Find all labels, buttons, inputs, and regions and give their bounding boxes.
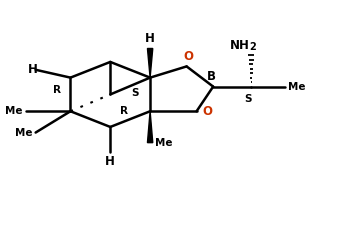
Text: R: R	[120, 106, 127, 116]
Text: Me: Me	[15, 128, 32, 138]
Text: H: H	[145, 32, 155, 45]
Text: R: R	[53, 85, 61, 95]
Text: S: S	[244, 94, 252, 104]
Polygon shape	[147, 111, 153, 143]
Text: S: S	[132, 88, 139, 98]
Text: O: O	[202, 105, 212, 118]
Text: H: H	[105, 155, 115, 168]
Text: H: H	[28, 63, 38, 76]
Text: Me: Me	[155, 138, 173, 148]
Polygon shape	[147, 49, 153, 78]
Text: Me: Me	[5, 106, 22, 116]
Text: NH: NH	[230, 39, 250, 52]
Text: 2: 2	[250, 42, 256, 52]
Text: O: O	[183, 50, 193, 63]
Text: B: B	[207, 69, 216, 83]
Text: Me: Me	[288, 81, 305, 91]
